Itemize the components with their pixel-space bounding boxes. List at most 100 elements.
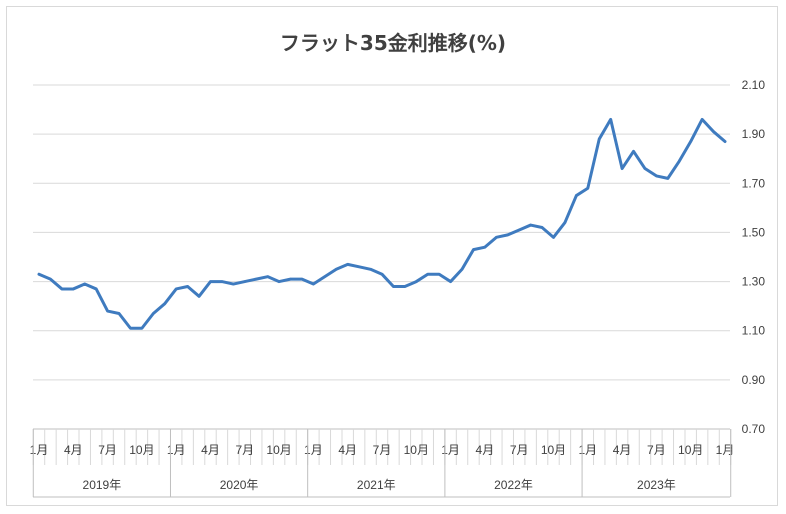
data-point bbox=[255, 277, 258, 281]
data-point bbox=[72, 287, 75, 291]
x-tick-label: 7月 bbox=[373, 443, 392, 457]
x-tick-label: 4月 bbox=[64, 443, 83, 457]
data-point bbox=[620, 167, 624, 170]
data-point bbox=[186, 285, 189, 288]
y-tick-label: 1.30 bbox=[742, 275, 766, 289]
y-tick-label: 2.10 bbox=[742, 78, 766, 92]
y-tick-label: 1.90 bbox=[742, 127, 766, 141]
data-point bbox=[655, 174, 658, 178]
data-point bbox=[609, 118, 612, 121]
data-point bbox=[83, 282, 86, 286]
x-tick-label: 7月 bbox=[235, 443, 254, 457]
data-point bbox=[49, 277, 52, 281]
data-point bbox=[220, 280, 224, 283]
data-point bbox=[403, 285, 407, 288]
data-point bbox=[129, 327, 132, 330]
data-point bbox=[678, 159, 681, 163]
data-point bbox=[700, 118, 704, 121]
data-point bbox=[312, 282, 315, 286]
y-axis-ticks: 0.70 0.90 1.10 1.30 1.50 1.70 1.90 2.10 bbox=[742, 78, 766, 436]
x-tick-label: 10月 bbox=[266, 443, 291, 457]
data-point bbox=[689, 140, 692, 143]
data-point bbox=[472, 248, 475, 251]
data-point bbox=[460, 268, 464, 271]
data-point bbox=[277, 280, 281, 283]
data-point bbox=[723, 140, 727, 143]
data-point bbox=[369, 268, 372, 271]
data-point bbox=[529, 223, 532, 227]
y-tick-label: 0.90 bbox=[742, 373, 766, 387]
data-point bbox=[426, 273, 429, 276]
data-point bbox=[575, 194, 578, 197]
x-tick-label: 1月 bbox=[304, 443, 323, 457]
year-label: 2021年 bbox=[357, 478, 396, 492]
data-point bbox=[60, 287, 64, 291]
chart-title: フラット35金利推移(%) bbox=[280, 31, 506, 55]
chart-frame bbox=[6, 6, 778, 506]
x-tick-label: 1月 bbox=[578, 443, 597, 457]
series-layer bbox=[37, 117, 727, 330]
data-point bbox=[552, 236, 555, 239]
x-tick-label: 4月 bbox=[476, 443, 495, 457]
x-tick-label: 4月 bbox=[201, 443, 220, 457]
x-axis-month-ticks: 1月 4月 7月 10月 1月 4月 7月 10月 1月 4月 7月 10月 1月 4月 7月 10月 1月 4月… bbox=[30, 443, 735, 457]
x-tick-label: 4月 bbox=[338, 443, 357, 457]
data-point bbox=[175, 287, 178, 291]
x-tick-label: 7月 bbox=[510, 443, 529, 457]
series-line bbox=[37, 117, 727, 330]
year-label: 2022年 bbox=[494, 478, 533, 492]
data-point bbox=[632, 150, 635, 153]
x-tick-label: 10月 bbox=[678, 443, 703, 457]
data-point bbox=[163, 302, 166, 305]
data-point bbox=[506, 233, 509, 237]
y-tick-label: 0.70 bbox=[742, 422, 766, 436]
data-point bbox=[666, 177, 670, 180]
x-tick-label: 7月 bbox=[98, 443, 117, 457]
x-axis-year-labels: 2019年 2020年 2021年 2022年 2023年 bbox=[32, 429, 732, 497]
data-point bbox=[449, 280, 452, 283]
data-point bbox=[380, 273, 384, 276]
data-point bbox=[346, 263, 349, 266]
data-point bbox=[152, 312, 155, 315]
gridlines bbox=[33, 84, 730, 381]
data-point bbox=[37, 273, 41, 276]
data-point bbox=[586, 187, 589, 190]
data-point bbox=[643, 167, 647, 170]
data-point bbox=[243, 280, 246, 283]
data-point bbox=[437, 273, 441, 276]
data-point bbox=[266, 275, 269, 278]
x-tick-label: 10月 bbox=[129, 443, 154, 457]
x-tick-label: 7月 bbox=[647, 443, 666, 457]
data-point bbox=[209, 280, 212, 283]
data-point bbox=[94, 287, 98, 291]
data-point bbox=[415, 280, 418, 283]
data-point bbox=[117, 312, 121, 315]
x-tick-label: 10月 bbox=[404, 443, 429, 457]
data-point bbox=[598, 137, 601, 141]
y-tick-label: 1.70 bbox=[742, 176, 766, 190]
data-point bbox=[563, 221, 567, 224]
y-tick-label: 1.10 bbox=[742, 324, 766, 338]
data-point bbox=[140, 327, 144, 330]
x-tick-label: 1月 bbox=[716, 443, 735, 457]
data-point bbox=[518, 228, 521, 232]
x-tick-label: 10月 bbox=[541, 443, 566, 457]
data-point bbox=[300, 277, 304, 281]
data-point bbox=[540, 226, 544, 229]
data-point bbox=[483, 245, 487, 249]
x-tick-label: 1月 bbox=[167, 443, 186, 457]
data-point bbox=[335, 268, 338, 271]
year-label: 2019年 bbox=[83, 478, 122, 492]
year-label: 2020年 bbox=[220, 478, 259, 492]
data-point bbox=[197, 295, 201, 298]
x-tick-label: 1月 bbox=[441, 443, 460, 457]
data-point bbox=[357, 265, 361, 269]
data-point bbox=[495, 236, 498, 239]
y-tick-label: 1.50 bbox=[742, 225, 766, 239]
data-point bbox=[232, 282, 235, 286]
data-point bbox=[392, 285, 395, 288]
data-point bbox=[712, 130, 715, 133]
data-point bbox=[323, 275, 327, 278]
data-point bbox=[106, 309, 109, 313]
